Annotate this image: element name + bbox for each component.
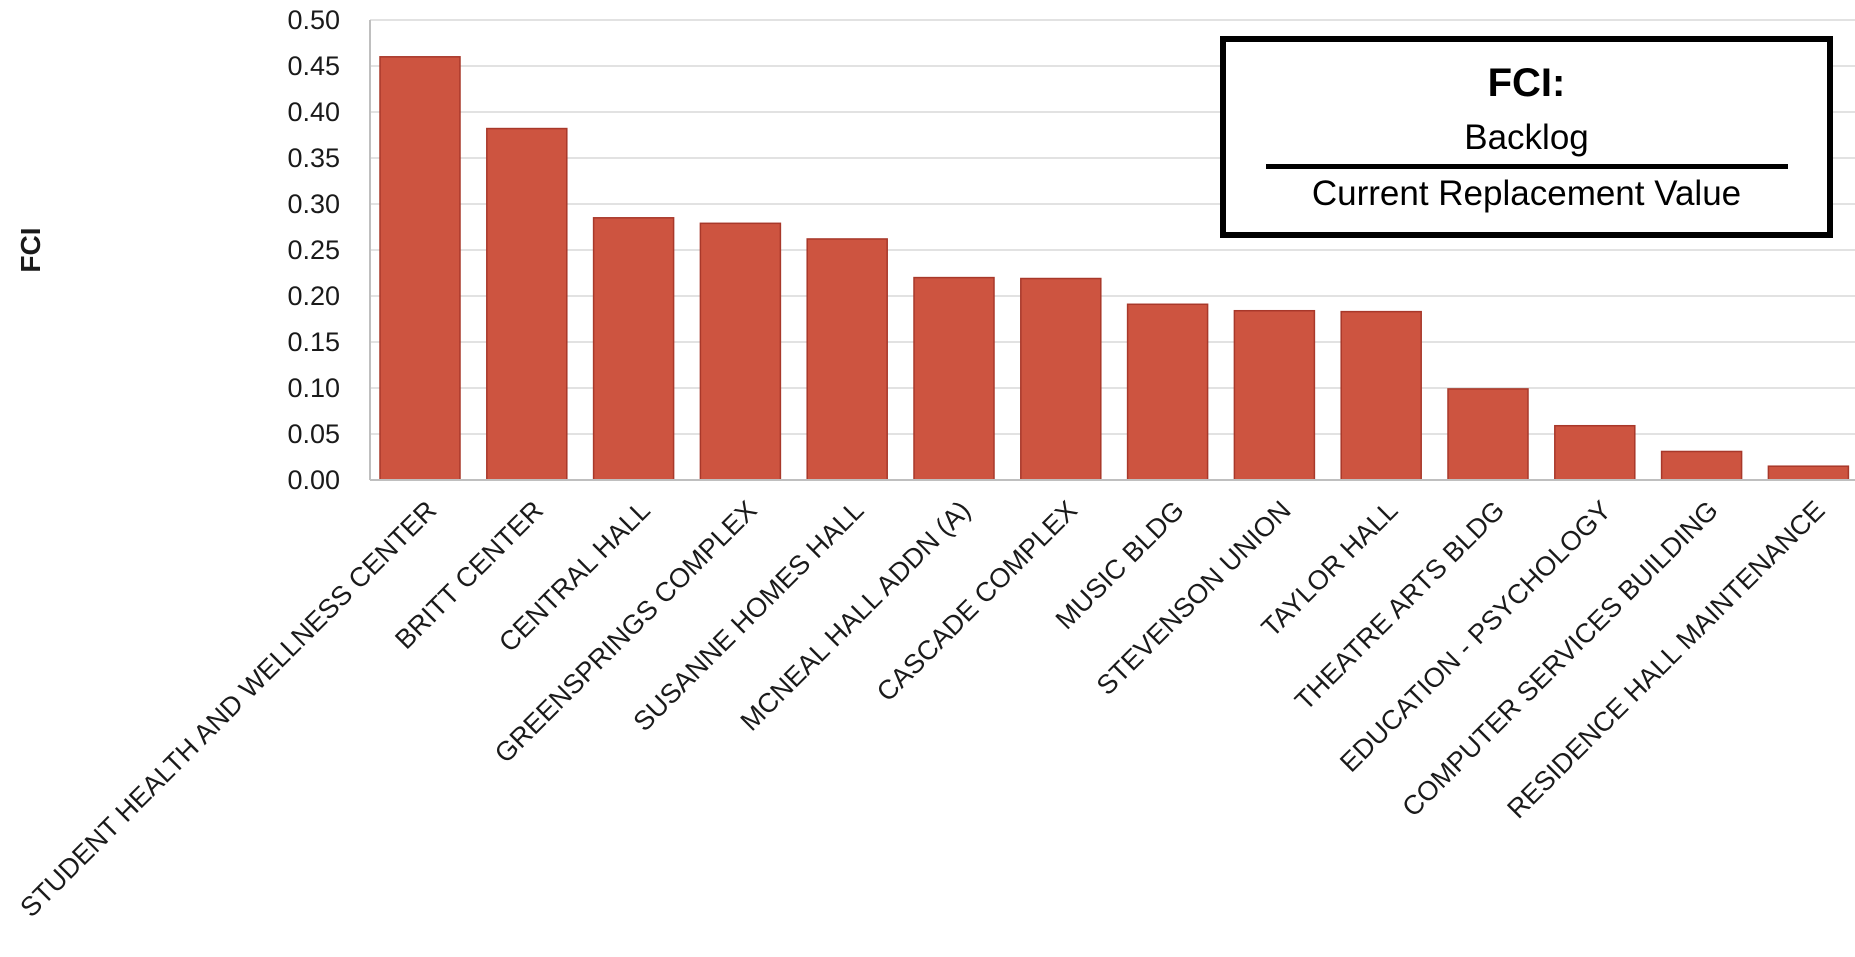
bar: [1233, 309, 1316, 481]
x-category-label: STEVENSON UNION: [1091, 495, 1297, 701]
y-tick-label: 0.30: [287, 189, 340, 219]
x-category-labels: STUDENT HEALTH AND WELLNESS CENTERBRITT …: [14, 495, 1830, 923]
x-category-label: CASCADE COMPLEX: [871, 495, 1083, 707]
bars: [379, 56, 1850, 481]
bar: [1767, 465, 1850, 481]
y-tick-label: 0.10: [287, 373, 340, 403]
y-tick-label: 0.25: [287, 235, 340, 265]
bar: [592, 217, 675, 481]
y-tick-label: 0.20: [287, 281, 340, 311]
y-tick-label: 0.40: [287, 97, 340, 127]
bar: [1020, 277, 1102, 481]
x-category-label: THEATRE ARTS BLDG: [1289, 495, 1510, 716]
bar: [379, 56, 461, 481]
y-tick-labels: 0.00 0.05 0.10 0.15 0.20 0.25 0.30 0.35 0.40 0.45…: [287, 5, 340, 495]
bar: [1554, 424, 1636, 481]
bar: [1447, 388, 1529, 481]
y-tick-label: 0.50: [287, 5, 340, 35]
y-tick-label: 0.45: [287, 51, 340, 81]
formula-numerator: Backlog: [1464, 118, 1589, 157]
fci-formula-box: FCI: Backlog Current Replacement Value: [1220, 36, 1833, 238]
bar: [699, 222, 782, 481]
bar: [1660, 450, 1743, 481]
bar: [1340, 310, 1422, 481]
y-tick-label: 0.15: [287, 327, 340, 357]
bar: [486, 127, 568, 481]
bar: [1126, 303, 1209, 481]
formula-denominator: Current Replacement Value: [1311, 174, 1742, 213]
formula-title: FCI:: [1487, 61, 1566, 105]
bar: [913, 276, 995, 481]
y-tick-label: 0.35: [287, 143, 340, 173]
y-axis-title: FCI: [15, 227, 46, 272]
y-tick-label: 0.00: [287, 465, 340, 495]
x-category-label: STUDENT HEALTH AND WELLNESS CENTER: [14, 495, 442, 923]
formula-fraction-bar: [1265, 164, 1788, 169]
y-tick-label: 0.05: [287, 419, 340, 449]
bar: [806, 238, 888, 481]
